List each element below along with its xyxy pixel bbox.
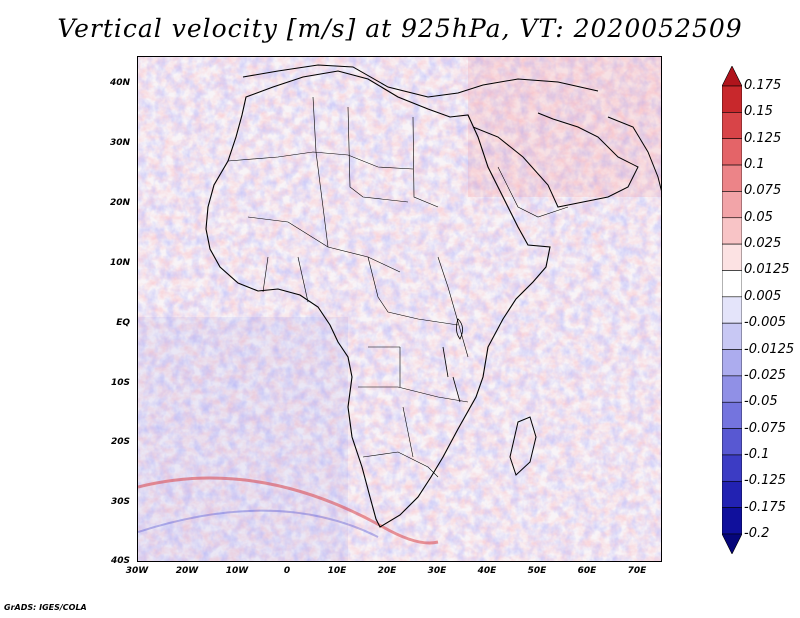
map-field — [138, 57, 661, 561]
lat-label-20n: 20N — [109, 198, 130, 208]
colorbar-label: -0.025 — [744, 367, 786, 383]
india-coastline — [607, 116, 661, 192]
africa-coastline — [205, 70, 551, 528]
colorbar-label: -0.05 — [744, 394, 778, 410]
colorbar-label: -0.1 — [744, 446, 770, 462]
lakes — [442, 318, 463, 403]
grads-credit: GrADS: IGES/COLA — [4, 603, 87, 612]
mediterranean-coast — [242, 64, 599, 98]
lon-label-0: 0 — [283, 566, 291, 576]
southern-front-blue — [138, 509, 379, 538]
lat-label-40n: 40N — [109, 78, 130, 88]
lat-label-10n: 10N — [109, 258, 130, 268]
lat-label-20s: 20S — [110, 437, 130, 447]
colorbar-box — [722, 401, 742, 429]
colorbar-box — [722, 454, 742, 482]
colorbar-label: 0.15 — [744, 104, 773, 120]
lon-label-20e: 20E — [377, 566, 397, 576]
lon-label-60e: 60E — [577, 566, 597, 576]
lat-label-eq: EQ — [116, 318, 130, 328]
lon-label-10e: 10E — [327, 566, 347, 576]
colorbar-box — [722, 138, 742, 166]
lat-label-10s: 10S — [110, 378, 130, 388]
lon-label-50e: 50E — [527, 566, 547, 576]
colorbar-label: 0.075 — [744, 183, 782, 199]
lon-label-40e: 40E — [477, 566, 497, 576]
colorbar-box — [722, 85, 742, 113]
middle-east-red-region — [468, 57, 661, 197]
colorbar-bottom-triangle — [722, 533, 742, 554]
colorbar-box — [722, 375, 742, 403]
colorbar-box — [722, 296, 742, 324]
colorbar-label: 0.0125 — [744, 262, 790, 278]
colorbar-box — [722, 322, 742, 350]
colorbar-label: -0.075 — [744, 420, 786, 436]
colorbar-box — [722, 243, 742, 271]
colorbar-label: -0.175 — [744, 499, 786, 515]
lon-label-30e: 30E — [427, 566, 447, 576]
lat-label-40s: 40S — [110, 556, 130, 566]
colorbar-label: -0.125 — [744, 473, 786, 489]
colorbar-box — [722, 507, 742, 535]
map-panel — [137, 56, 662, 562]
colorbar-box — [722, 349, 742, 377]
south-atlantic-blue-region — [138, 317, 348, 561]
colorbar-label: 0.175 — [744, 78, 782, 93]
colorbar-top-triangle — [722, 66, 742, 87]
madagascar — [509, 416, 537, 476]
colorbar-label: 0.125 — [744, 130, 782, 146]
lat-label-30s: 30S — [110, 497, 130, 507]
lon-label-20w: 20W — [175, 566, 199, 576]
arabia-coastline — [472, 112, 639, 208]
colorbar-label: -0.0125 — [744, 341, 795, 357]
colorbar-label: 0.1 — [744, 157, 765, 173]
lon-label-10w: 10W — [225, 566, 249, 576]
lon-label-70e: 70E — [627, 566, 647, 576]
colorbar — [722, 66, 742, 554]
colorbar-box — [722, 164, 742, 192]
colorbar-label: 0.05 — [744, 209, 773, 225]
colorbar-box — [722, 191, 742, 219]
country-borders — [227, 96, 569, 478]
colorbar-label: 0.025 — [744, 236, 782, 252]
southern-front-streak — [138, 476, 439, 545]
colorbar-box — [722, 428, 742, 456]
colorbar-box — [722, 217, 742, 245]
map-title: Vertical velocity [m/s] at 925hPa, VT: 2… — [57, 14, 743, 43]
colorbar-label: -0.2 — [744, 526, 770, 541]
colorbar-label: 0.005 — [744, 288, 782, 304]
lat-label-30n: 30N — [109, 138, 130, 148]
colorbar-box — [722, 480, 742, 508]
colorbar-box — [722, 270, 742, 298]
colorbar-label: -0.005 — [744, 315, 786, 331]
lon-label-30w: 30W — [125, 566, 149, 576]
colorbar-box — [722, 112, 742, 140]
